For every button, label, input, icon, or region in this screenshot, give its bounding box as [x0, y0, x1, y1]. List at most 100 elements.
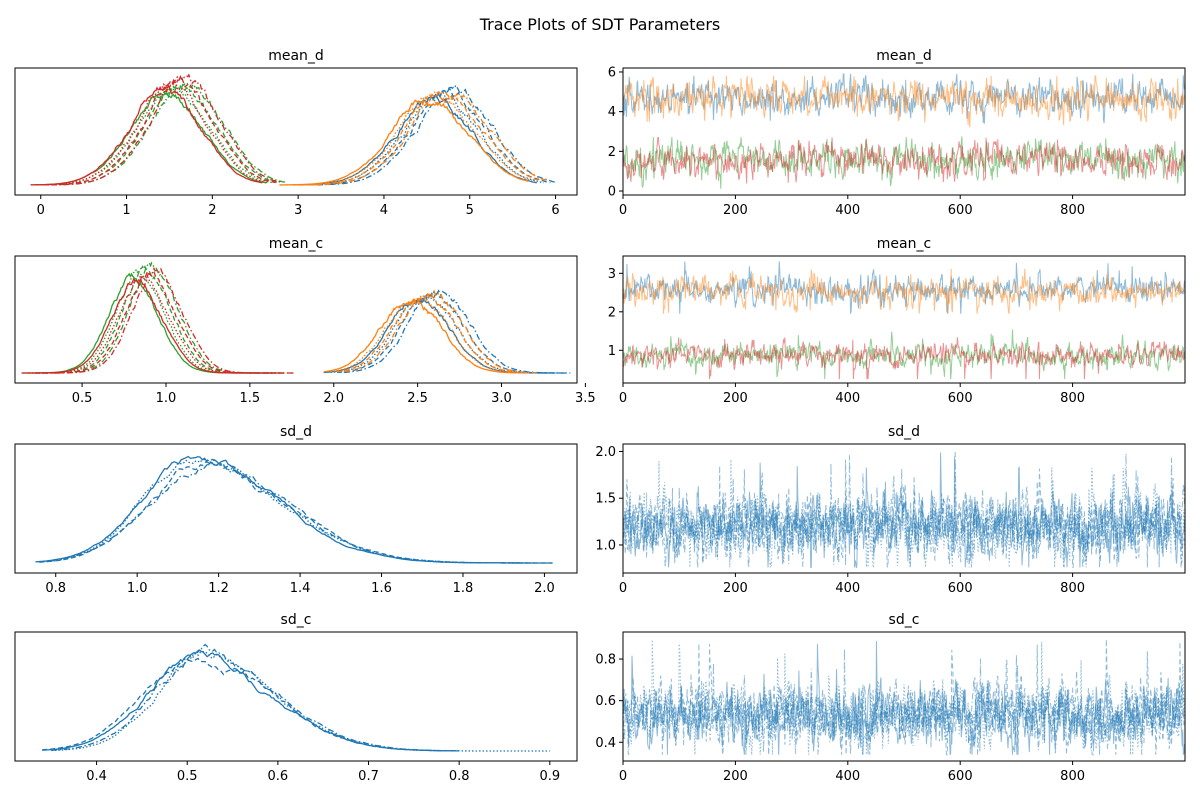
panel-trace-mean_c: mean_c 1 2 3 0 200 400 600 800: [608, 236, 1186, 406]
x-tick-label: 400: [835, 391, 860, 406]
kde-curve-orange-chain-2: [330, 295, 524, 374]
kde-curve-orange-chain-4: [299, 89, 549, 186]
panel-title-kde-mean_c: mean_c: [269, 236, 323, 252]
y-tick-label: 4: [608, 105, 616, 120]
panel-trace-mean_d: mean_d 0 2 4 6 0 200 400 600 800: [608, 48, 1186, 218]
kde-curve-orange-chain-3: [337, 292, 531, 374]
panel-title-trace-mean_c: mean_c: [877, 236, 931, 252]
x-tick-label: 0.4: [86, 769, 107, 784]
panel-kde-sd_d: sd_d 0.8 1.0 1.2 1.4 1.6 1.8 2.0: [14, 424, 578, 596]
kde-curve-orange-chain-1: [323, 298, 517, 374]
y-tick-label: 0.6: [595, 694, 616, 709]
x-tick-label: 4: [380, 203, 388, 218]
x-tick-label: 800: [1060, 581, 1085, 596]
plot-area-kde-mean_d: [30, 73, 558, 186]
x-tick-label: 2: [208, 203, 216, 218]
x-tick-label: 800: [1060, 203, 1085, 218]
x-tick-label: 600: [948, 769, 973, 784]
axes-frame: [14, 443, 578, 574]
y-tick-label: 0.4: [595, 736, 616, 751]
axes-frame: [622, 631, 1186, 762]
x-tick-label: 0: [619, 769, 627, 784]
x-tick-label: 6: [551, 203, 559, 218]
kde-curve-blue-chain-3: [337, 292, 564, 374]
x-tick-label: 0: [619, 391, 627, 406]
x-tick-label: 1.6: [371, 581, 392, 596]
x-tick-label: 1.5: [240, 391, 261, 406]
panel-kde-mean_d: mean_d 0 1 2 3 4 5 6: [14, 48, 578, 218]
plot-area-trace-sd_c: [623, 639, 1185, 756]
panel-trace-sd_d: sd_d 1.0 1.5 2.0 0 200 400 600 800: [595, 424, 1186, 596]
x-tick-label: 0.9: [539, 769, 560, 784]
kde-curve-blue-chain-2: [51, 650, 550, 752]
x-tick-label: 400: [835, 203, 860, 218]
x-tick-label: 0: [37, 203, 45, 218]
plot-area-trace-mean_d: [623, 73, 1185, 189]
x-tick-label: 0.7: [358, 769, 379, 784]
x-tick-label: 1.0: [127, 581, 148, 596]
y-tick-label: 2.0: [595, 445, 616, 460]
axes-frame: [14, 631, 578, 762]
x-tick-label: 0: [619, 581, 627, 596]
y-tick-label: 1: [608, 344, 616, 359]
kde-curve-red-chain-2: [37, 80, 270, 186]
x-tick-label: 200: [723, 203, 748, 218]
kde-curve-blue-chain-3: [42, 657, 442, 752]
kde-curve-red-chain-3: [35, 270, 287, 374]
x-tick-label: 800: [1060, 769, 1085, 784]
panel-title-kde-mean_d: mean_d: [268, 48, 324, 64]
panel-trace-sd_c: sd_c 0.4 0.6 0.8 0 200 400 600 800: [595, 612, 1186, 784]
trace-line-blue-chain-3: [623, 639, 1185, 756]
x-tick-label: 1.4: [290, 581, 311, 596]
trace-line-green: [623, 136, 1185, 189]
kde-curve-red-chain-2: [28, 273, 281, 374]
x-tick-label: 0.6: [268, 769, 289, 784]
panel-title-trace-sd_d: sd_d: [888, 424, 920, 440]
y-tick-label: 2: [608, 145, 616, 160]
x-tick-label: 0.5: [72, 391, 93, 406]
plot-area-kde-mean_c: [21, 261, 571, 374]
x-tick-label: 0.8: [449, 769, 470, 784]
x-tick-label: 200: [723, 581, 748, 596]
panel-title-kde-sd_d: sd_d: [280, 424, 312, 440]
x-tick-label: 600: [948, 391, 973, 406]
x-tick-label: 3: [294, 203, 302, 218]
axes-frame: [622, 67, 1186, 196]
trace-line-orange: [623, 75, 1185, 128]
kde-curve-red-chain-1: [30, 84, 263, 186]
trace-line-blue-chain-4: [623, 451, 1185, 568]
x-tick-label: 0: [619, 203, 627, 218]
x-tick-label: 2.0: [534, 581, 555, 596]
trace-line-blue: [623, 261, 1185, 314]
y-tick-label: 3: [608, 267, 616, 282]
trace-line-orange: [623, 268, 1185, 314]
x-tick-label: 1.8: [453, 581, 474, 596]
trace-line-green: [623, 329, 1185, 380]
kde-curve-orange-chain-4: [343, 289, 537, 374]
x-tick-label: 2.5: [407, 391, 428, 406]
y-tick-label: 0.8: [595, 653, 616, 668]
trace-line-blue-chain-4: [623, 648, 1185, 755]
x-tick-label: 400: [835, 581, 860, 596]
panel-title-kde-sd_c: sd_c: [281, 612, 312, 628]
panel-title-trace-sd_c: sd_c: [889, 612, 920, 628]
kde-curve-orange-chain-2: [286, 96, 536, 186]
kde-curve-red-chain-4: [41, 266, 294, 374]
plot-area-trace-mean_c: [623, 261, 1185, 380]
kde-curve-green-chain-3: [44, 85, 281, 186]
x-tick-label: 5: [466, 203, 474, 218]
x-tick-label: 800: [1060, 391, 1085, 406]
plot-area-kde-sd_d: [35, 455, 553, 564]
x-tick-label: 3.0: [491, 391, 512, 406]
kde-curve-orange-chain-1: [279, 99, 529, 186]
x-tick-label: 400: [835, 769, 860, 784]
y-tick-label: 6: [608, 65, 616, 80]
y-tick-label: 1.5: [595, 492, 616, 507]
x-tick-label: 200: [723, 769, 748, 784]
y-tick-label: 0: [608, 185, 616, 200]
trace-line-red: [623, 136, 1185, 184]
x-tick-label: 1.0: [156, 391, 177, 406]
x-tick-label: 2.0: [323, 391, 344, 406]
